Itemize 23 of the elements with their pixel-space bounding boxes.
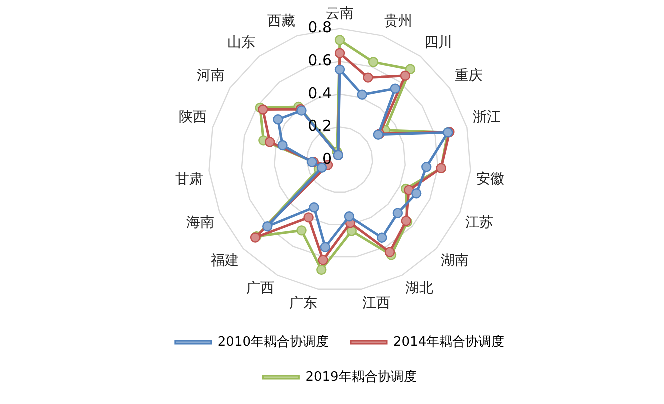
spoke-label: 山东 bbox=[228, 34, 256, 51]
spoke-label: 广西 bbox=[246, 280, 275, 297]
spoke-label: 重庆 bbox=[454, 68, 483, 84]
spoke-label: 湖北 bbox=[405, 280, 434, 297]
spoke-label: 河南 bbox=[197, 68, 226, 84]
spoke-label: 安徽 bbox=[476, 171, 505, 188]
legend-label: 2014年耦合协调度 bbox=[394, 334, 505, 350]
spoke-label: 贵州 bbox=[384, 13, 413, 30]
spoke-label: 福建 bbox=[211, 252, 240, 269]
legend-label: 2019年耦合协调度 bbox=[306, 368, 417, 385]
spoke-label: 四川 bbox=[424, 34, 452, 51]
y-tick-label: 0.4 bbox=[308, 84, 332, 102]
spoke-label: 湖南 bbox=[440, 252, 469, 269]
spoke-label: 浙江 bbox=[473, 110, 501, 126]
spoke-label: 海南 bbox=[186, 215, 214, 232]
y-tick-label: 0.6 bbox=[308, 51, 332, 70]
spoke-label: 甘肃 bbox=[175, 171, 204, 188]
spoke-label: 江苏 bbox=[466, 215, 494, 232]
spoke-label: 西藏 bbox=[267, 13, 296, 30]
legend-label: 2010年耦合协调度 bbox=[218, 334, 330, 350]
spoke-label: 江西 bbox=[362, 295, 391, 312]
spoke-label: 广东 bbox=[289, 295, 318, 312]
spoke-label: 陕西 bbox=[179, 110, 207, 126]
